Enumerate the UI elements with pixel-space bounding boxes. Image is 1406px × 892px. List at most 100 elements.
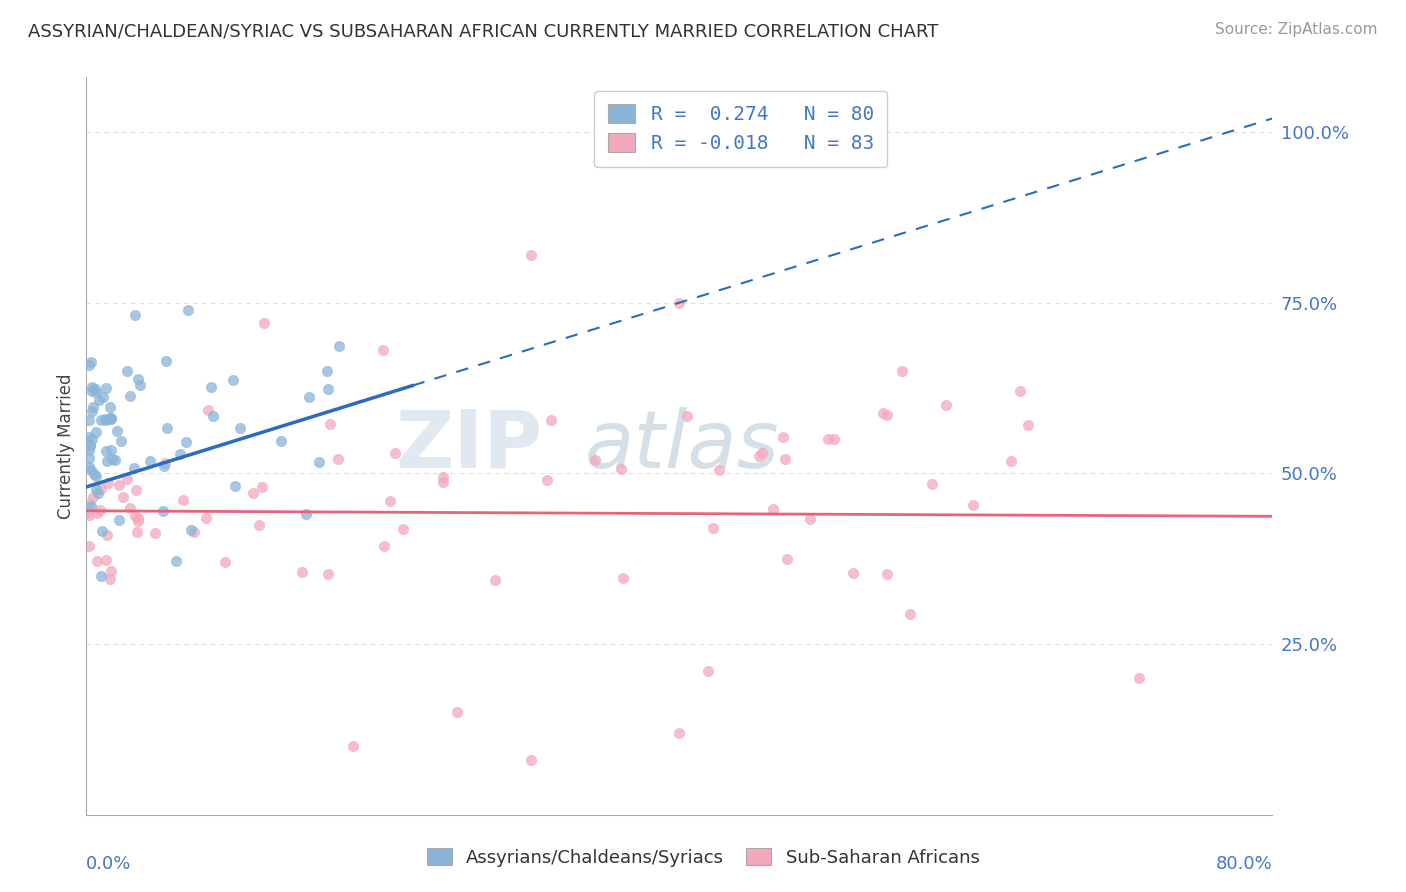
Point	[384, 446, 406, 460]
Point	[94, 443, 117, 458]
Point	[253, 316, 276, 330]
Point	[200, 380, 222, 394]
Point	[156, 420, 179, 434]
Point	[378, 494, 401, 508]
Point	[84, 468, 107, 483]
Point	[100, 565, 122, 579]
Point	[668, 725, 690, 739]
Point	[583, 453, 606, 467]
Point	[117, 364, 139, 378]
Point	[96, 454, 118, 468]
Point	[80, 500, 103, 514]
Point	[82, 400, 104, 414]
Point	[675, 409, 697, 424]
Point	[143, 526, 166, 541]
Point	[98, 411, 121, 425]
Point	[93, 411, 115, 425]
Point	[77, 358, 100, 372]
Point	[751, 446, 773, 460]
Point	[124, 308, 146, 322]
Point	[112, 490, 135, 504]
Legend: R =  0.274   N = 80, R = -0.018   N = 83: R = 0.274 N = 80, R = -0.018 N = 83	[595, 91, 887, 167]
Point	[328, 339, 350, 353]
Point	[139, 453, 162, 467]
Point	[155, 354, 177, 368]
Point	[962, 498, 984, 512]
Point	[316, 382, 339, 396]
Point	[77, 508, 100, 522]
Point	[122, 461, 145, 475]
Point	[86, 506, 108, 520]
Point	[180, 523, 202, 537]
Point	[295, 507, 318, 521]
Point	[84, 425, 107, 439]
Point	[817, 432, 839, 446]
Point	[83, 467, 105, 482]
Point	[748, 449, 770, 463]
Point	[612, 571, 634, 585]
Point	[298, 390, 321, 404]
Point	[125, 483, 148, 498]
Point	[392, 522, 415, 536]
Point	[222, 373, 245, 387]
Text: atlas: atlas	[585, 407, 779, 485]
Point	[316, 364, 339, 378]
Point	[308, 455, 330, 469]
Point	[98, 400, 121, 414]
Point	[100, 451, 122, 466]
Point	[540, 412, 562, 426]
Point	[773, 452, 796, 467]
Point	[86, 554, 108, 568]
Point	[104, 452, 127, 467]
Point	[316, 566, 339, 581]
Point	[935, 398, 957, 412]
Point	[229, 420, 252, 434]
Point	[823, 433, 845, 447]
Point	[90, 524, 112, 538]
Point	[87, 486, 110, 500]
Point	[169, 447, 191, 461]
Point	[1128, 671, 1150, 685]
Point	[921, 477, 943, 491]
Point	[432, 475, 454, 489]
Point	[702, 521, 724, 535]
Point	[94, 553, 117, 567]
Point	[610, 462, 633, 476]
Point	[876, 566, 898, 581]
Point	[872, 406, 894, 420]
Point	[194, 511, 217, 525]
Point	[247, 517, 270, 532]
Point	[772, 430, 794, 444]
Point	[77, 505, 100, 519]
Point	[105, 425, 128, 439]
Point	[77, 430, 100, 444]
Point	[80, 384, 103, 399]
Point	[172, 492, 194, 507]
Y-axis label: Currently Married: Currently Married	[58, 373, 75, 519]
Point	[94, 381, 117, 395]
Point	[1010, 384, 1032, 399]
Point	[202, 409, 225, 423]
Text: Source: ZipAtlas.com: Source: ZipAtlas.com	[1215, 22, 1378, 37]
Point	[87, 393, 110, 408]
Point	[761, 501, 783, 516]
Point	[80, 379, 103, 393]
Point	[120, 390, 142, 404]
Point	[97, 475, 120, 490]
Point	[319, 417, 342, 432]
Point	[371, 343, 394, 358]
Point	[176, 434, 198, 449]
Point	[176, 303, 198, 318]
Point	[91, 390, 114, 404]
Point	[96, 528, 118, 542]
Point	[127, 511, 149, 525]
Point	[125, 524, 148, 539]
Point	[890, 364, 912, 378]
Point	[80, 463, 103, 477]
Text: 0.0%: 0.0%	[86, 855, 132, 873]
Point	[270, 434, 292, 449]
Point	[250, 480, 273, 494]
Point	[108, 513, 131, 527]
Point	[707, 463, 730, 477]
Point	[100, 443, 122, 458]
